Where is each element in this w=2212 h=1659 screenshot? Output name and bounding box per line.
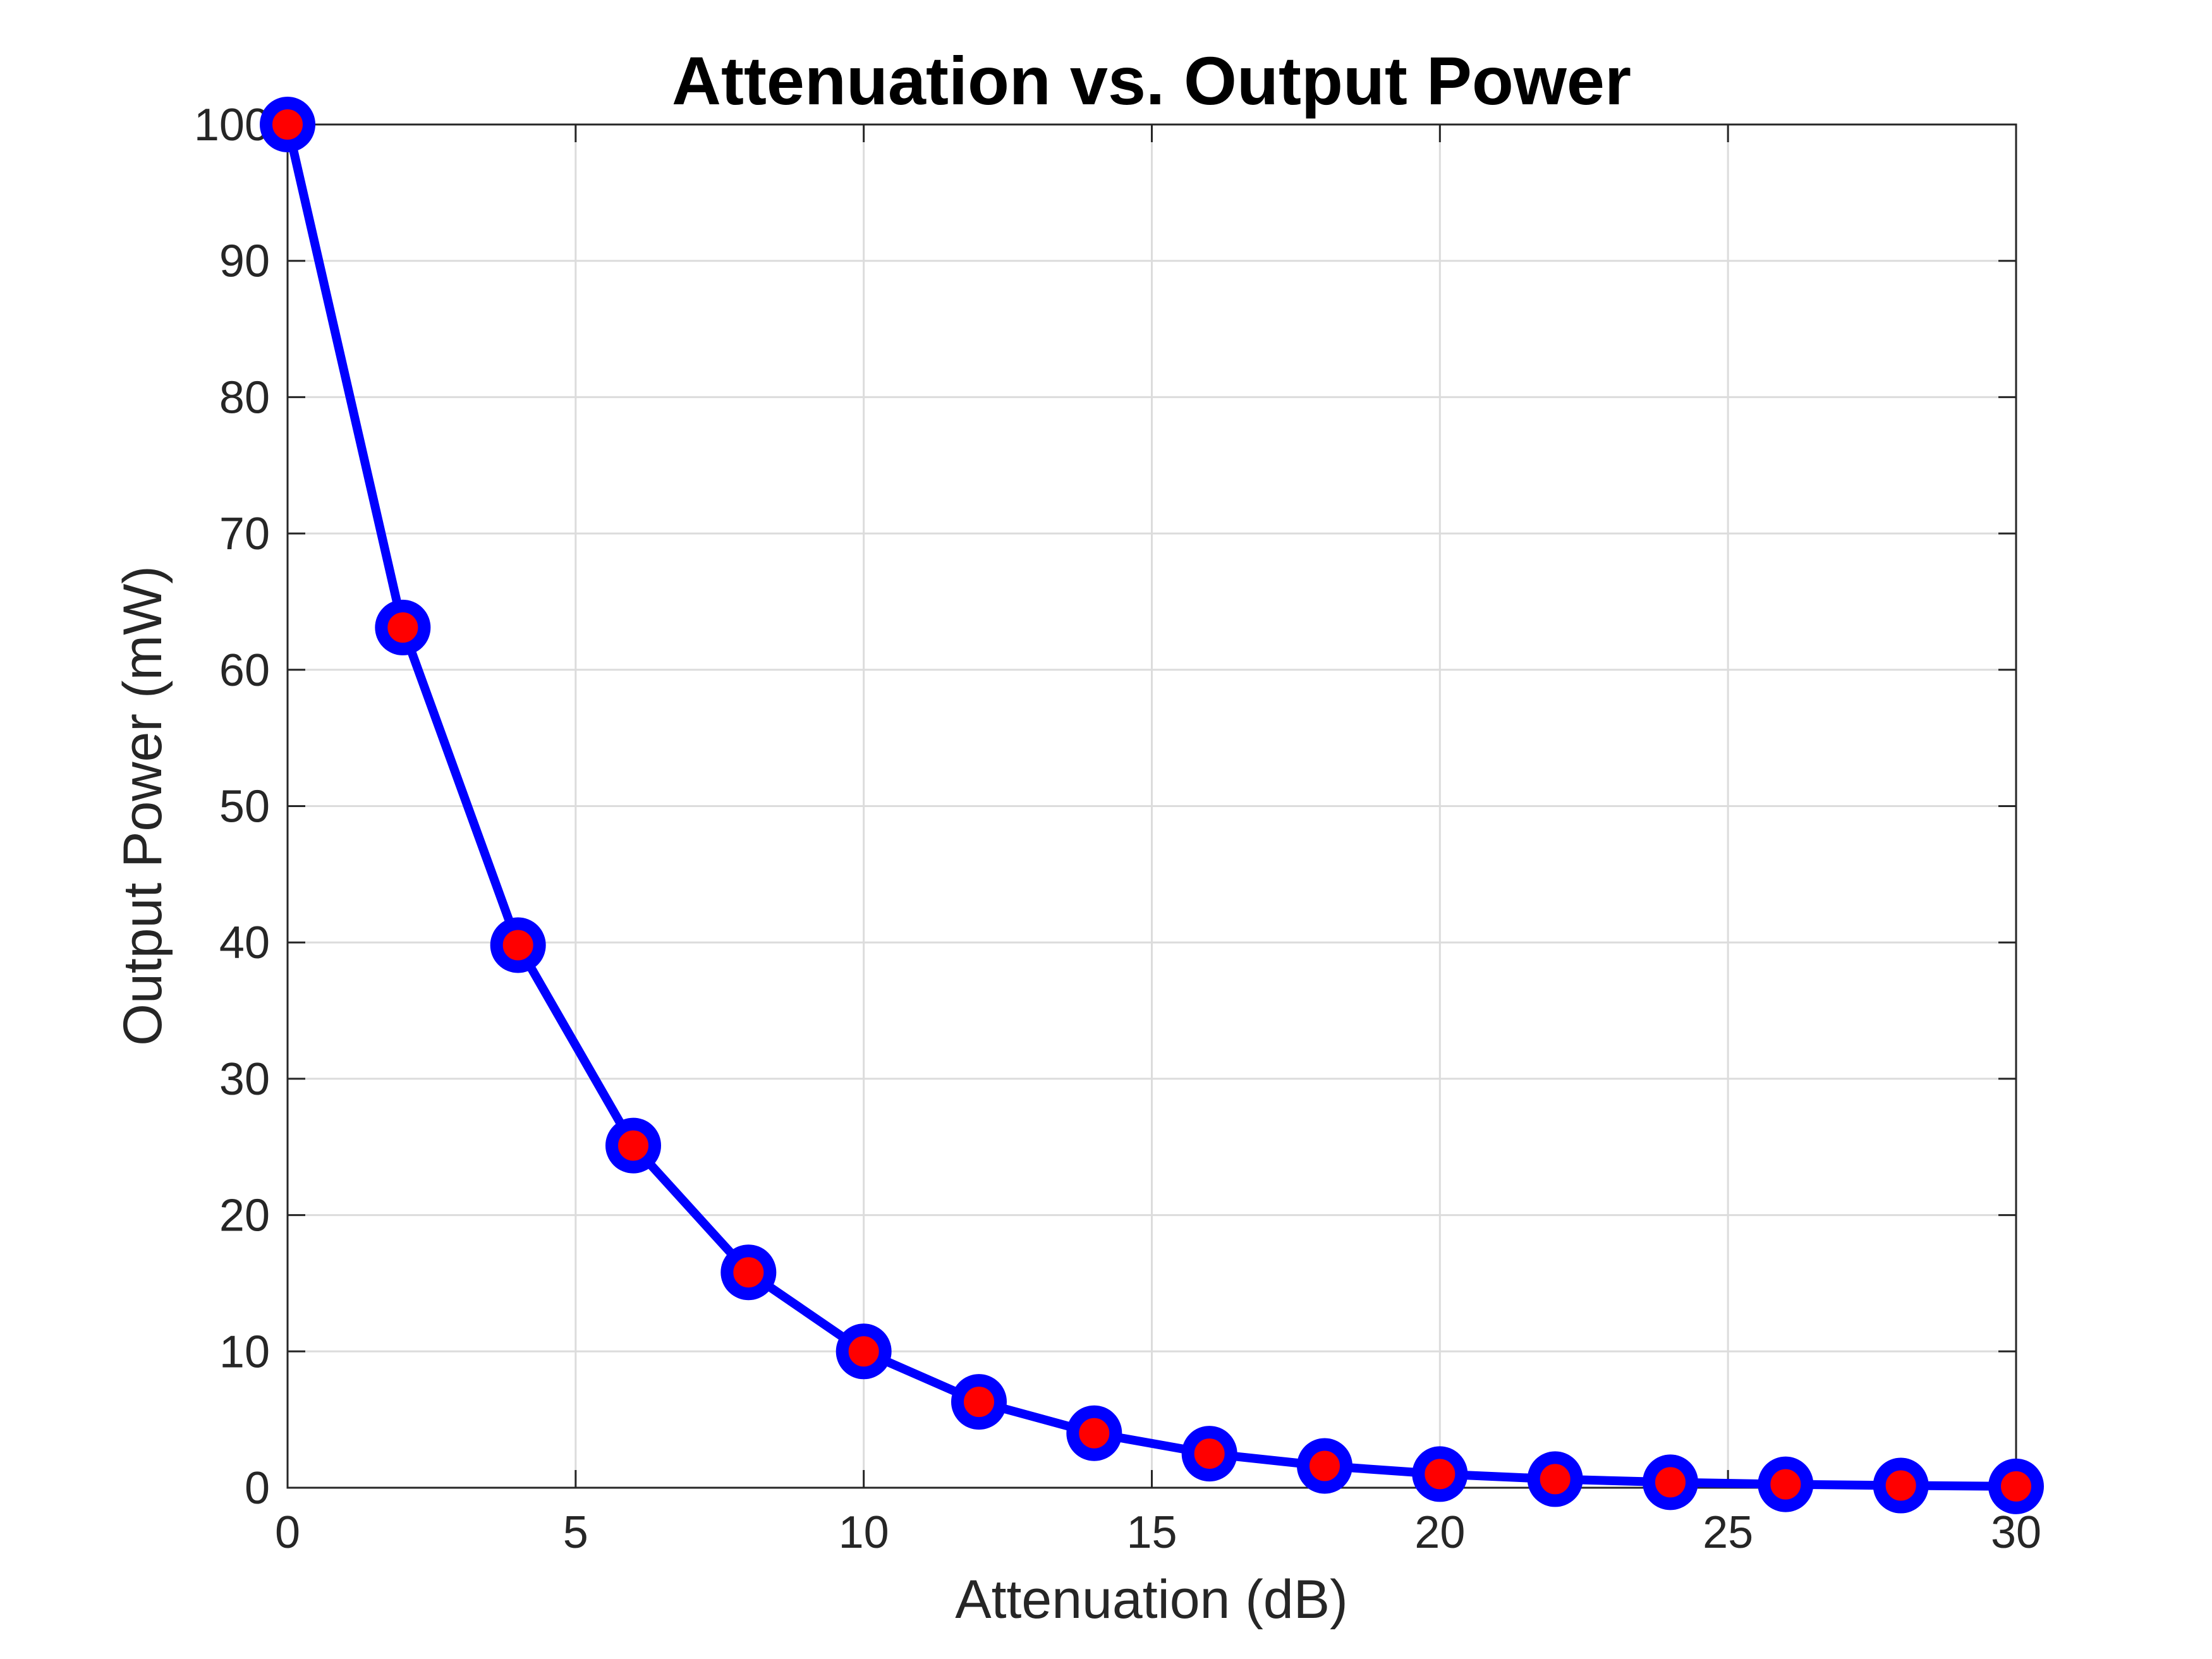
data-point (1527, 1451, 1583, 1507)
data-point (1758, 1456, 1814, 1512)
x-tick-label: 30 (1991, 1507, 2041, 1558)
series-line (283, 120, 2021, 1491)
y-tick-label: 60 (219, 645, 270, 696)
data-point (720, 1244, 777, 1301)
data-point (1412, 1446, 1468, 1502)
series (260, 97, 2044, 1514)
y-tick-label: 50 (219, 782, 270, 832)
y-tick-label: 0 (245, 1463, 270, 1514)
y-tick-label: 70 (219, 509, 270, 559)
data-point (490, 917, 546, 973)
y-tick-label: 20 (219, 1191, 270, 1241)
y-tick-label: 30 (219, 1054, 270, 1105)
y-tick-label: 40 (219, 918, 270, 968)
x-tick-label: 15 (1126, 1507, 1177, 1558)
data-point (605, 1117, 661, 1174)
y-tick-labels: 0 10 20 30 40 50 60 70 80 90 100 (194, 100, 270, 1514)
x-tick-label: 20 (1414, 1507, 1465, 1558)
y-tick-label: 100 (194, 100, 270, 150)
data-point (260, 97, 315, 152)
x-tick-label: 10 (839, 1507, 889, 1558)
data-point (1297, 1438, 1352, 1494)
data-point (1066, 1405, 1122, 1461)
data-point (1873, 1457, 1929, 1514)
y-tick-label: 10 (219, 1327, 270, 1377)
y-axis-label: Output Power (mW) (112, 566, 173, 1046)
y-tick-label: 90 (219, 236, 270, 287)
y-tick-label: 80 (219, 372, 270, 423)
data-point (375, 599, 431, 655)
data-point (951, 1374, 1007, 1430)
x-tick-label: 0 (275, 1507, 300, 1558)
data-point (1181, 1426, 1237, 1482)
x-tick-labels: 0 5 10 15 20 25 30 (275, 1507, 2041, 1558)
data-point (836, 1323, 892, 1380)
x-tick-label: 25 (1703, 1507, 1753, 1558)
data-point (1643, 1454, 1698, 1510)
x-axis-label: Attenuation (dB) (955, 1569, 1347, 1630)
chart-title: Attenuation vs. Output Power (672, 42, 1631, 119)
data-point (1988, 1458, 2044, 1514)
x-tick-label: 5 (563, 1507, 588, 1558)
